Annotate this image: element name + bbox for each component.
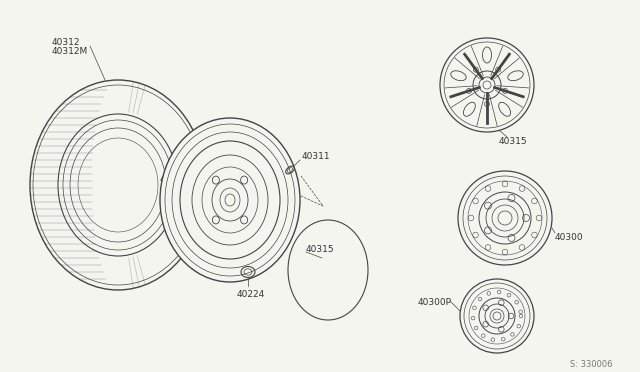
Ellipse shape [463,102,476,116]
Ellipse shape [499,102,511,116]
Text: 40315: 40315 [306,245,335,254]
Text: 40300: 40300 [160,175,189,184]
Text: 40312M: 40312M [52,47,88,56]
Ellipse shape [160,118,300,282]
Text: 40315: 40315 [499,137,527,146]
Ellipse shape [483,47,492,63]
Text: 40300P: 40300P [160,185,194,194]
Text: 40300P: 40300P [418,298,452,307]
Text: 40312: 40312 [52,38,81,47]
Text: 40300: 40300 [555,233,584,242]
Ellipse shape [451,71,466,81]
Text: S: 330006: S: 330006 [570,360,612,369]
Text: 40224: 40224 [237,290,265,299]
Text: 40311: 40311 [302,152,331,161]
Ellipse shape [508,71,524,81]
